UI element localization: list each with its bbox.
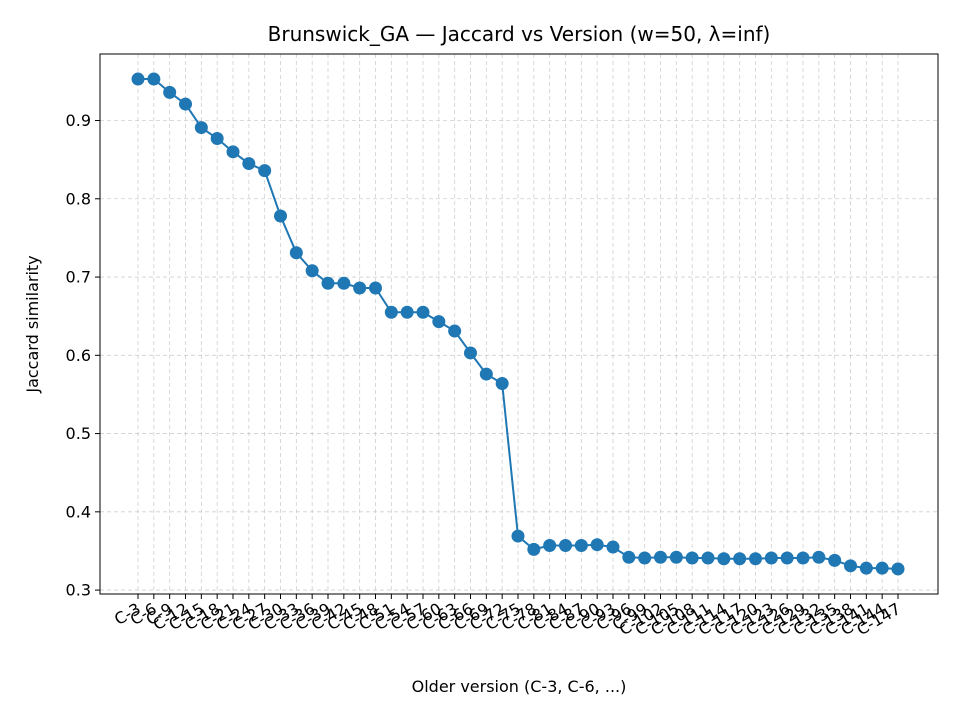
data-point <box>495 376 509 390</box>
data-point <box>384 305 398 319</box>
data-point <box>574 538 588 552</box>
data-point <box>432 315 446 329</box>
data-point <box>828 553 842 567</box>
data-point <box>321 276 335 290</box>
data-point <box>875 561 889 575</box>
data-point <box>543 538 557 552</box>
data-point <box>353 281 367 295</box>
chart-title: Brunswick_GA — Jaccard vs Version (w=50,… <box>268 22 771 46</box>
data-point <box>210 132 224 146</box>
data-point <box>511 529 525 543</box>
y-tick-label: 0.9 <box>66 111 91 130</box>
data-point <box>131 72 145 86</box>
data-point <box>147 72 161 86</box>
data-point <box>527 542 541 556</box>
data-point <box>416 305 430 319</box>
data-point <box>780 551 794 565</box>
data-point <box>194 121 208 135</box>
data-point <box>717 552 731 566</box>
data-point <box>289 246 303 260</box>
y-tick-label: 0.4 <box>66 502 91 521</box>
data-point <box>274 209 287 223</box>
data-point <box>844 559 857 573</box>
y-tick-label: 0.8 <box>66 189 91 208</box>
data-point <box>337 276 351 290</box>
data-point <box>242 157 256 171</box>
y-tick-label: 0.6 <box>66 346 91 365</box>
data-point <box>400 305 414 319</box>
data-point <box>448 324 462 338</box>
data-point <box>749 552 762 566</box>
data-point <box>606 540 620 554</box>
data-point <box>258 164 272 178</box>
data-point <box>305 264 319 278</box>
y-tick-label: 0.3 <box>66 581 91 600</box>
series-points <box>131 72 905 576</box>
data-point <box>479 367 493 381</box>
y-tick-label: 0.5 <box>66 424 91 443</box>
y-tick-label: 0.7 <box>66 268 91 287</box>
plot-frame <box>99 53 939 595</box>
y-axis: 0.3 0.4 0.5 0.6 0.7 0.8 0.9 <box>66 111 100 600</box>
data-point <box>685 551 699 565</box>
data-point <box>590 538 604 552</box>
data-point <box>654 550 667 564</box>
data-point <box>669 550 683 564</box>
data-point <box>764 551 778 565</box>
x-axis: C-3C-6C-9C-12C-15C-18C-21C-24C-27C-30C-3… <box>111 594 904 639</box>
data-point <box>179 97 192 111</box>
data-point <box>369 281 382 295</box>
data-point <box>796 551 810 565</box>
data-point <box>891 562 905 576</box>
data-point <box>638 551 652 565</box>
data-point <box>163 85 177 99</box>
x-axis-title: Older version (C-3, C-6, ...) <box>412 677 627 696</box>
data-point <box>701 551 715 565</box>
data-point <box>559 538 572 552</box>
data-point <box>733 552 747 566</box>
y-axis-title: Jaccard similarity <box>23 255 42 393</box>
data-point <box>226 145 240 159</box>
data-point <box>622 550 636 564</box>
data-point <box>464 346 477 360</box>
data-point <box>859 561 873 575</box>
data-point <box>812 550 826 564</box>
grid <box>100 54 938 594</box>
